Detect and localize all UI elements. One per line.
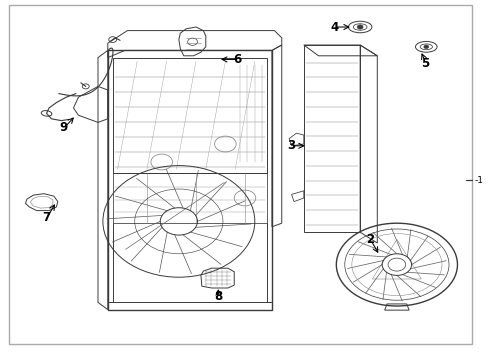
Text: 3: 3 [288, 139, 295, 152]
Text: 6: 6 [234, 53, 242, 66]
Text: -1: -1 [474, 176, 483, 185]
Circle shape [357, 25, 363, 29]
Text: 2: 2 [366, 233, 374, 246]
Circle shape [424, 45, 429, 49]
Text: 8: 8 [214, 291, 222, 303]
Text: 7: 7 [43, 211, 50, 224]
Text: 5: 5 [421, 57, 429, 69]
Text: 9: 9 [60, 121, 68, 134]
Text: 4: 4 [330, 21, 338, 33]
